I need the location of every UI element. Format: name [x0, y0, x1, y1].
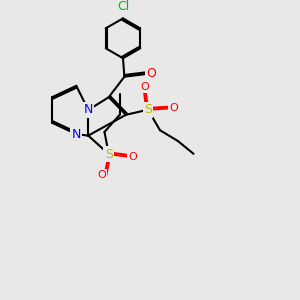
Text: O: O	[97, 170, 106, 180]
Text: O: O	[141, 82, 149, 92]
Text: N: N	[84, 103, 93, 116]
Text: S: S	[105, 148, 113, 160]
Text: O: O	[146, 68, 156, 80]
Text: O: O	[129, 152, 137, 162]
Text: S: S	[144, 103, 152, 116]
Text: Cl: Cl	[117, 0, 129, 13]
Text: O: O	[169, 103, 178, 113]
Text: N: N	[72, 128, 81, 141]
